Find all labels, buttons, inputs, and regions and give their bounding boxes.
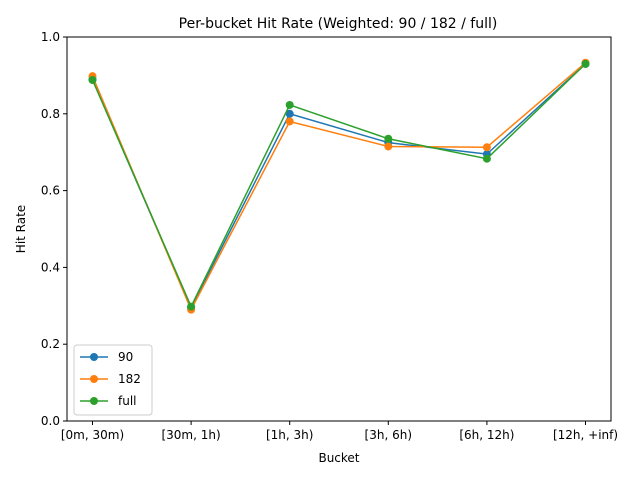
y-axis-label: Hit Rate (14, 205, 28, 253)
x-tick-label: [0m, 30m) (61, 428, 124, 442)
y-tick-label: 0.2 (41, 337, 60, 351)
data-point (88, 76, 97, 85)
legend-marker (90, 375, 98, 383)
series-layer (88, 58, 590, 314)
legend-marker (90, 353, 98, 361)
x-tick-label: [12h, +inf) (553, 428, 618, 442)
data-point (384, 142, 393, 151)
y-tick-label: 0.0 (41, 414, 60, 428)
legend-item: 90 (80, 350, 133, 364)
legend-item: 182 (80, 372, 141, 386)
x-tick-label: [3h, 6h) (365, 428, 412, 442)
series-line (91, 63, 587, 309)
legend-label: full (118, 394, 137, 408)
data-point (482, 143, 491, 152)
y-tick-label: 0.4 (41, 260, 60, 274)
legend-marker (90, 397, 98, 405)
x-tick-label: [1h, 3h) (266, 428, 313, 442)
data-point (187, 302, 196, 311)
x-tick-label: [30m, 1h) (161, 428, 220, 442)
y-tick-label: 1.0 (41, 30, 60, 44)
data-point (285, 117, 294, 126)
plot-frame (66, 36, 612, 422)
y-tick-label: 0.8 (41, 107, 60, 121)
data-point (384, 134, 393, 143)
series-line (91, 62, 586, 312)
legend-label: 90 (118, 350, 133, 364)
series-full (88, 59, 590, 311)
data-point (581, 59, 590, 68)
y-tick-label: 0.6 (41, 184, 60, 198)
legend-item: full (80, 394, 137, 408)
legend-label: 182 (118, 372, 141, 386)
axis-ticks: [0m, 30m) [30m, 1h) [1h, 3h) [3h, 6h) [6h, 1… (41, 30, 618, 442)
x-axis-label: Bucket (318, 451, 359, 465)
legend: 90 182 full (73, 344, 153, 416)
chart-title: Per-bucket Hit Rate (Weighted: 90 / 182 … (179, 16, 498, 32)
data-point (482, 154, 491, 163)
data-point (285, 100, 294, 109)
x-tick-label: [6h, 12h) (459, 428, 514, 442)
data-point (285, 109, 294, 118)
